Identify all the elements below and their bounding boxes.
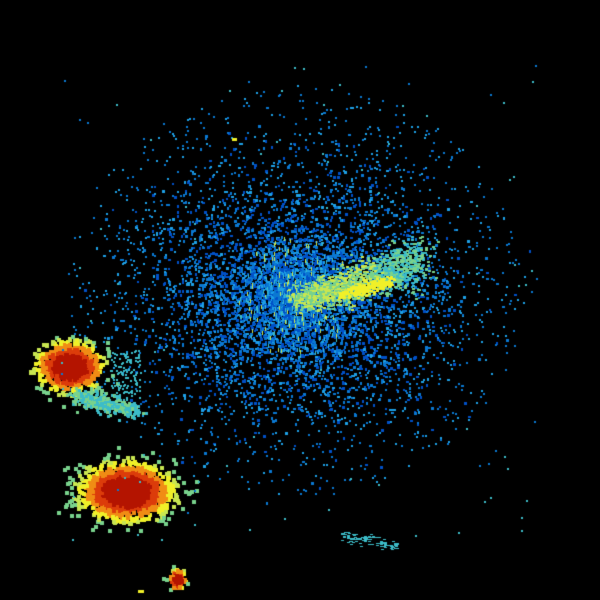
radar-canvas: [0, 0, 600, 600]
radar-image: [0, 0, 600, 600]
